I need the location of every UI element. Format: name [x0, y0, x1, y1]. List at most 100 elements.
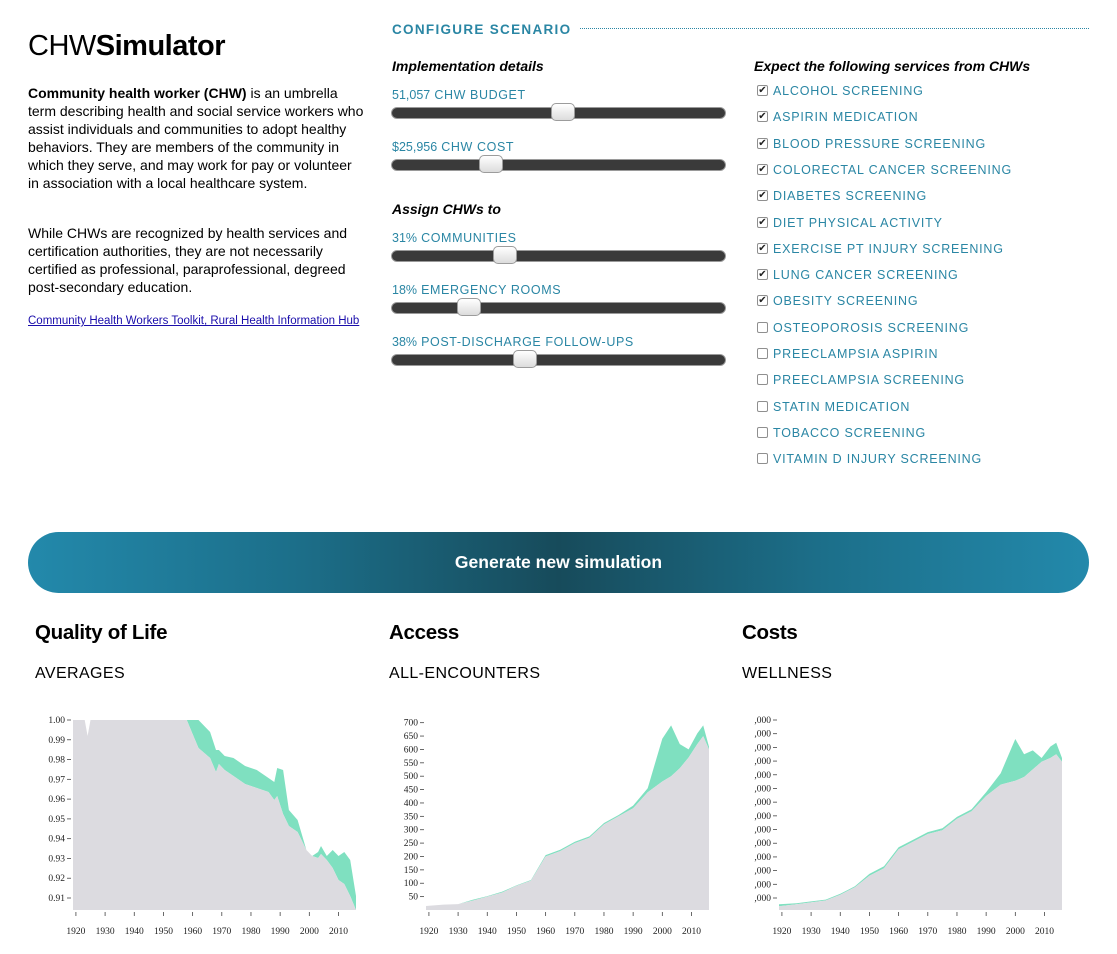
y-tick-label: 0.94	[48, 835, 65, 845]
service-checkbox[interactable]: ✔	[757, 137, 768, 149]
x-tick-label: 1920	[772, 927, 791, 937]
x-tick-label: 1990	[271, 927, 290, 937]
service-checkbox[interactable]	[757, 321, 768, 333]
y-tick-label: 50	[409, 893, 419, 903]
communities-value: 31%	[392, 231, 418, 245]
service-label: ASPIRIN MEDICATION	[773, 110, 919, 125]
x-tick-label: 1960	[536, 927, 555, 937]
x-tick-label: 2000	[300, 927, 319, 937]
x-tick-label: 1950	[154, 927, 173, 937]
x-tick-label: 1980	[947, 927, 966, 937]
cost-slider[interactable]	[391, 155, 726, 173]
service-checkbox[interactable]: ✔	[757, 295, 768, 307]
x-tick-label: 1950	[507, 927, 526, 937]
cost-slider-handle[interactable]	[479, 155, 504, 173]
y-tick-label: 0.92	[48, 874, 65, 884]
access-title: Access	[389, 621, 460, 644]
x-tick-label: 1970	[918, 927, 937, 937]
x-tick-label: 1950	[860, 927, 879, 937]
budget-slider-handle[interactable]	[550, 103, 575, 121]
y-tick-label: 150	[404, 866, 419, 876]
y-tick-label: ,000	[754, 743, 771, 753]
y-tick-label: ,000	[754, 730, 771, 740]
service-checkbox[interactable]: ✔	[757, 85, 768, 96]
budget-value: 51,057	[392, 88, 431, 102]
y-tick-label: 0.97	[48, 775, 65, 785]
service-checkbox[interactable]	[757, 400, 768, 412]
y-tick-label: 100	[404, 879, 419, 889]
er-slider-label: 18% EMERGENCY ROOMS	[392, 283, 561, 297]
service-checkbox[interactable]: ✔	[757, 269, 768, 281]
y-tick-label: ,000	[754, 880, 771, 890]
toolkit-link[interactable]: Community Health Workers Toolkit, Rural …	[28, 315, 360, 327]
assign-heading: Assign CHWs to	[392, 201, 501, 217]
service-checkbox[interactable]: ✔	[757, 216, 768, 228]
service-label: PREECLAMPSIA SCREENING	[773, 373, 965, 388]
app-title-bold: Simulator	[95, 30, 226, 62]
cost-slider-label: $25,956 CHW COST	[392, 140, 514, 154]
y-tick-label: ,000	[754, 853, 771, 863]
service-checkbox[interactable]: ✔	[757, 190, 768, 202]
quality-of-life-title: Quality of Life	[35, 621, 168, 644]
access-subtitle: ALL-ENCOUNTERS	[389, 665, 541, 682]
er-slider-handle[interactable]	[457, 298, 482, 316]
chw-term: Community health worker (CHW)	[28, 85, 247, 101]
x-tick-label: 1990	[977, 927, 996, 937]
service-checkbox[interactable]: ✔	[757, 111, 768, 123]
communities-slider-handle[interactable]	[493, 246, 518, 264]
service-checkbox[interactable]: ✔	[757, 163, 768, 175]
x-tick-label: 1930	[802, 927, 821, 937]
x-tick-label: 2010	[1035, 927, 1054, 937]
budget-slider[interactable]	[391, 103, 726, 121]
service-label: STATIN MEDICATION	[773, 399, 911, 414]
y-tick-label: 550	[404, 759, 419, 769]
y-tick-label: 1.00	[48, 716, 65, 726]
discharge-slider[interactable]	[391, 350, 726, 368]
quality-of-life-chart: 1.00 0.99 0.98 0.97 0.96 0.95 0.94 0.93 0.92 0.91…	[48, 716, 356, 937]
x-tick-label: 1920	[419, 927, 438, 937]
y-tick-label: 350	[404, 812, 419, 822]
discharge-value: 38%	[392, 335, 418, 349]
costs-title: Costs	[742, 621, 798, 644]
y-tick-label: 500	[404, 772, 419, 782]
service-checkbox[interactable]	[757, 453, 768, 465]
communities-label: COMMUNITIES	[421, 231, 517, 245]
x-tick-label: 1920	[66, 927, 85, 937]
x-tick-label: 1940	[831, 927, 850, 937]
service-checkbox[interactable]	[757, 426, 768, 438]
generate-simulation-button[interactable]: Generate new simulation	[28, 532, 1089, 593]
y-tick-label: 0.96	[48, 795, 65, 805]
x-tick-label: 1930	[449, 927, 468, 937]
y-tick-label: ,000	[754, 867, 771, 877]
service-checkbox[interactable]	[757, 374, 768, 386]
access-chart: 50 100 150 200 250 300 350 400 450 500 550 600 650 70…	[404, 719, 709, 937]
costs-subtitle: WELLNESS	[742, 665, 833, 682]
discharge-label: POST-DISCHARGE FOLLOW-UPS	[421, 335, 634, 349]
er-label: EMERGENCY ROOMS	[421, 283, 562, 297]
implementation-heading: Implementation details	[392, 58, 544, 74]
improvement-area	[73, 720, 356, 910]
service-label: ALCOHOL SCREENING	[773, 84, 924, 98]
x-tick-label: 2000	[1006, 927, 1025, 937]
x-tick-label: 2010	[682, 927, 701, 937]
y-tick-label: 300	[404, 826, 419, 836]
discharge-slider-handle[interactable]	[513, 350, 538, 368]
communities-slider-label: 31% COMMUNITIES	[392, 231, 517, 245]
quality-of-life-subtitle: AVERAGES	[35, 665, 126, 682]
service-label: DIET PHYSICAL ACTIVITY	[773, 215, 943, 230]
y-tick-label: ,000	[754, 757, 771, 767]
communities-slider[interactable]	[391, 246, 726, 264]
service-checkbox[interactable]: ✔	[757, 242, 768, 254]
service-label: PREECLAMPSIA ASPIRIN	[773, 347, 939, 361]
service-label: DIABETES SCREENING	[773, 189, 928, 204]
costs-chart: ,000 ,000 ,000 ,000 ,000 ,000 ,000 ,000 ,000 ,000…	[754, 716, 1062, 937]
service-label: OSTEOPOROSIS SCREENING	[773, 320, 970, 335]
service-label: VITAMIN D INJURY SCREENING	[773, 452, 983, 467]
x-tick-label: 1990	[624, 927, 643, 937]
improvement-area	[779, 739, 1062, 907]
service-checkbox[interactable]	[757, 348, 768, 359]
er-slider[interactable]	[391, 298, 726, 316]
recognition-paragraph: While CHWs are recognized by health serv…	[28, 225, 348, 295]
x-tick-label: 1940	[478, 927, 497, 937]
y-tick-label: 0.91	[48, 894, 65, 904]
